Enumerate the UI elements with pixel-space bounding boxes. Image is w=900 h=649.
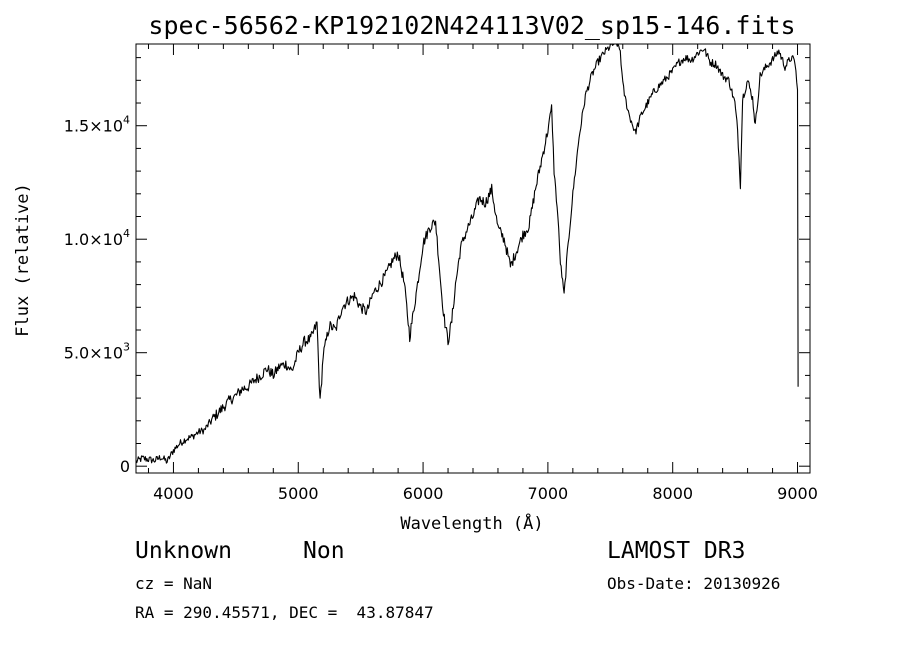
object-class: Unknown	[135, 538, 232, 564]
y-tick-label: 1.5×104	[64, 114, 130, 136]
object-subclass: Non	[303, 538, 345, 564]
survey-name: LAMOST DR3	[607, 538, 746, 564]
x-tick-label: 7000	[528, 484, 569, 503]
spectrum-line	[135, 43, 799, 464]
spectrum-chart: spec-56562-KP192102N424113V02_sp15-146.f…	[13, 11, 818, 534]
x-axis-label: Wavelength (Å)	[400, 512, 543, 534]
y-tick-label: 0	[120, 457, 130, 476]
y-axis-label: Flux (relative)	[13, 183, 33, 337]
x-tick-label: 8000	[652, 484, 693, 503]
y-tick-label: 5.0×103	[64, 341, 130, 363]
redshift-cz: cz = NaN	[135, 574, 213, 593]
x-axis-ticks: 4000 5000 6000 7000 8000 9000	[147, 44, 818, 503]
plot-frame	[135, 43, 811, 474]
y-tick-label: 1.0×104	[64, 227, 130, 249]
x-tick-label: 5000	[278, 484, 319, 503]
x-tick-label: 9000	[777, 484, 818, 503]
chart-title: spec-56562-KP192102N424113V02_sp15-146.f…	[148, 11, 795, 40]
x-tick-label: 4000	[153, 484, 194, 503]
observation-date: Obs-Date: 20130926	[607, 574, 781, 593]
y-axis-ticks: 0 5.0×103 1.0×104 1.5×104	[64, 57, 810, 476]
ra-dec-coordinates: RA = 290.45571, DEC = 43.87847	[135, 603, 434, 622]
x-tick-label: 6000	[403, 484, 444, 503]
